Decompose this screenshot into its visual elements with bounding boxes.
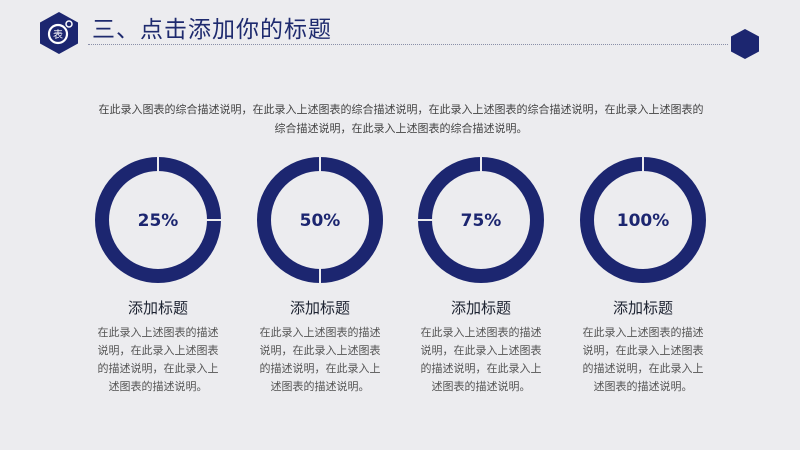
donut-label: 50% <box>300 211 341 231</box>
chart-card: 100% 添加标题 在此录入上述图表的描述说明，在此录入上述图表的描述说明，在此… <box>568 155 718 396</box>
card-description: 在此录入上述图表的描述说明，在此录入上述图表的描述说明，在此录入上述图表的描述说… <box>582 326 704 393</box>
title-divider <box>88 44 728 45</box>
donut-chart: 25% <box>95 155 223 283</box>
donut-chart: 100% <box>580 155 706 283</box>
hexagon-icon <box>731 29 759 59</box>
card-title: 添加标题 <box>612 299 673 317</box>
card-title: 添加标题 <box>127 299 188 317</box>
card-description: 在此录入上述图表的描述说明，在此录入上述图表的描述说明，在此录入上述图表的描述说… <box>97 326 219 393</box>
chart-card: 50% 添加标题 在此录入上述图表的描述说明，在此录入上述图表的描述说明，在此录… <box>245 155 395 396</box>
donut-label: 75% <box>461 211 502 231</box>
card-description: 在此录入上述图表的描述说明，在此录入上述图表的描述说明，在此录入上述图表的描述说… <box>420 326 542 393</box>
card-description: 在此录入上述图表的描述说明，在此录入上述图表的描述说明，在此录入上述图表的描述说… <box>259 326 381 393</box>
card-title: 添加标题 <box>450 299 511 317</box>
donut-label: 100% <box>617 211 670 231</box>
page-title: 三、点击添加你的标题 <box>92 17 332 43</box>
intro-text: 在此录入图表的综合描述说明，在此录入上述图表的综合描述说明，在此录入上述图表的综… <box>98 103 704 135</box>
card-title: 添加标题 <box>289 299 350 317</box>
donut-chart: 50% <box>257 155 383 285</box>
chart-card: 25% 添加标题 在此录入上述图表的描述说明，在此录入上述图表的描述说明，在此录… <box>83 155 233 396</box>
chart-card: 75% 添加标题 在此录入上述图表的描述说明，在此录入上述图表的描述说明，在此录… <box>406 155 556 396</box>
svg-text:表: 表 <box>53 28 63 41</box>
donut-label: 25% <box>138 211 179 231</box>
donut-chart: 75% <box>416 155 544 283</box>
hexagon-gear-icon: 表 <box>40 12 78 54</box>
